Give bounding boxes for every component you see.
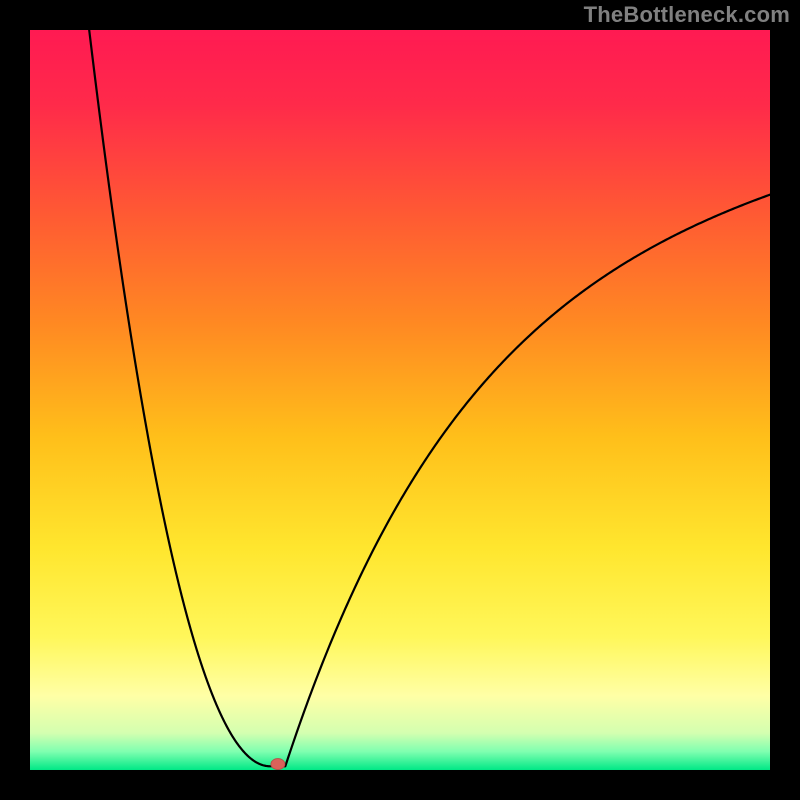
min-marker	[271, 759, 285, 770]
bottleneck-chart	[0, 0, 800, 800]
chart-container: TheBottleneck.com	[0, 0, 800, 800]
